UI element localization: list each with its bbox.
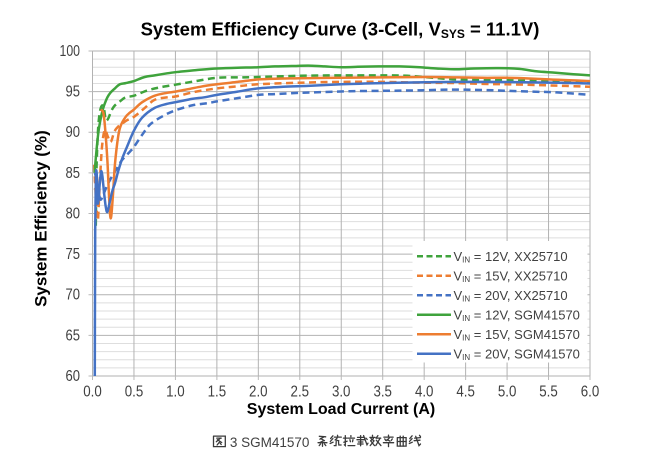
svg-text:4.5: 4.5 bbox=[456, 383, 475, 400]
svg-text:5.0: 5.0 bbox=[498, 383, 517, 400]
svg-text:VIN = 12V, XX25710: VIN = 12V, XX25710 bbox=[454, 249, 568, 265]
svg-text:3.5: 3.5 bbox=[373, 383, 392, 400]
svg-text:2.0: 2.0 bbox=[249, 383, 268, 400]
svg-text:75: 75 bbox=[66, 246, 81, 263]
svg-text:VIN = 12V, SGM41570: VIN = 12V, SGM41570 bbox=[454, 307, 580, 323]
svg-text:VIN = 20V, XX25710: VIN = 20V, XX25710 bbox=[454, 288, 568, 304]
svg-text:4.0: 4.0 bbox=[415, 383, 434, 400]
svg-text:80: 80 bbox=[66, 205, 81, 222]
svg-text:70: 70 bbox=[66, 287, 81, 304]
svg-text:0.5: 0.5 bbox=[125, 383, 144, 400]
svg-text:System Load Current (A): System Load Current (A) bbox=[247, 401, 435, 418]
svg-text:VIN = 15V, SGM41570: VIN = 15V, SGM41570 bbox=[454, 327, 580, 343]
svg-text:3.0: 3.0 bbox=[332, 383, 351, 400]
svg-text:2.5: 2.5 bbox=[291, 383, 310, 400]
svg-text:3 SGM41570: 3 SGM41570 bbox=[230, 435, 310, 450]
svg-text:95: 95 bbox=[66, 84, 81, 101]
svg-text:90: 90 bbox=[66, 124, 81, 141]
svg-text:100: 100 bbox=[60, 43, 81, 60]
svg-text:System Efficiency (%): System Efficiency (%) bbox=[31, 130, 50, 307]
svg-text:VIN = 20V, SGM41570: VIN = 20V, SGM41570 bbox=[454, 346, 580, 362]
svg-text:1.5: 1.5 bbox=[208, 383, 227, 400]
svg-text:5.5: 5.5 bbox=[539, 383, 558, 400]
svg-text:60: 60 bbox=[66, 368, 81, 385]
svg-text:VIN = 15V, XX25710: VIN = 15V, XX25710 bbox=[454, 268, 568, 284]
svg-text:85: 85 bbox=[66, 165, 81, 182]
svg-text:65: 65 bbox=[66, 327, 81, 344]
svg-text:System Efficiency Curve (3-Cel: System Efficiency Curve (3-Cell, VSYS = … bbox=[141, 19, 540, 42]
svg-text:6.0: 6.0 bbox=[581, 383, 600, 400]
svg-text:0.0: 0.0 bbox=[83, 383, 102, 400]
svg-text:1.0: 1.0 bbox=[166, 383, 185, 400]
